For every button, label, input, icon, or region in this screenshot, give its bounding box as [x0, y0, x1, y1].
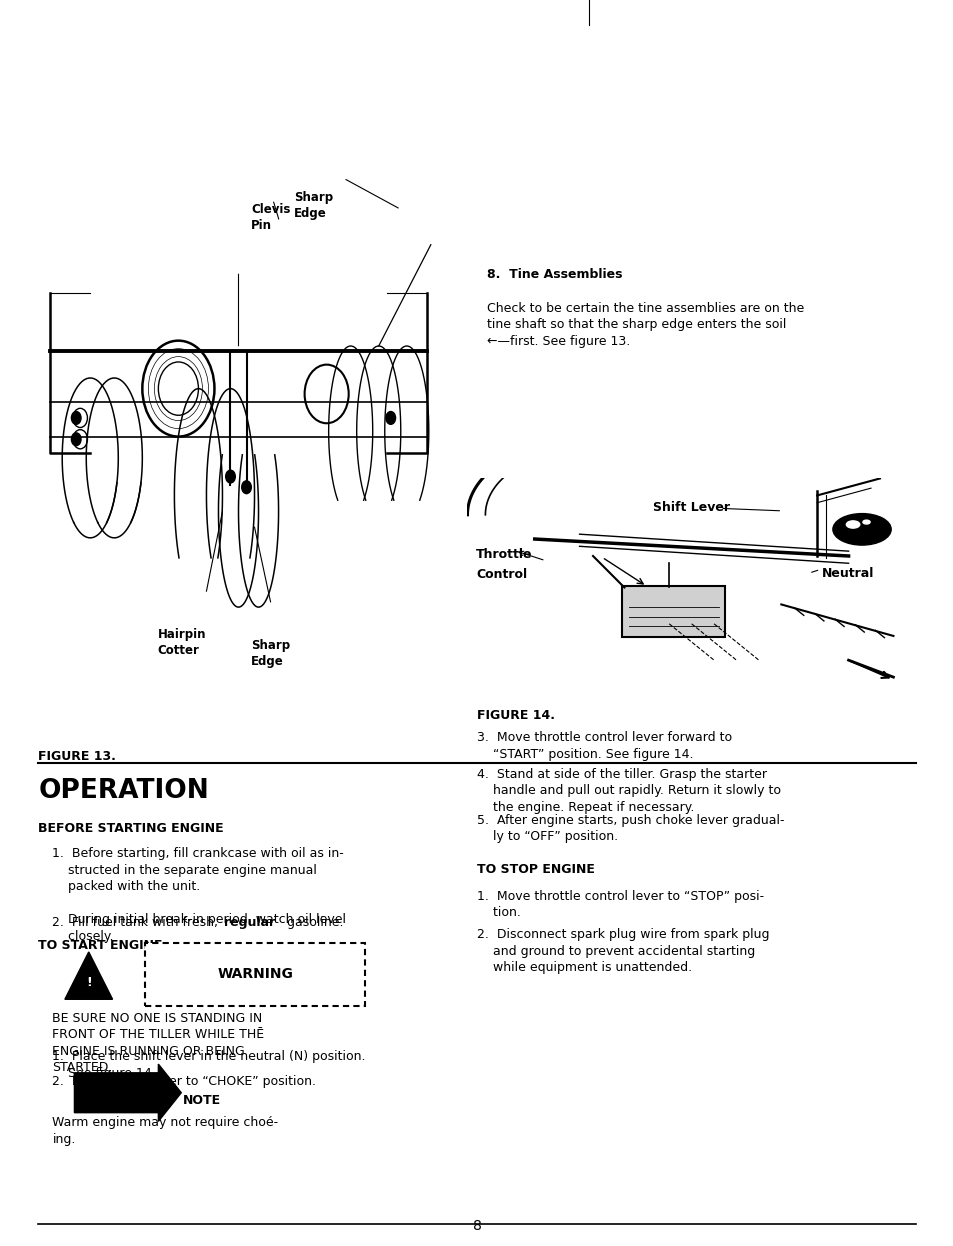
Text: NOTE: NOTE: [183, 1094, 221, 1106]
Text: TO START ENGINE: TO START ENGINE: [38, 939, 163, 952]
Text: Cotter: Cotter: [157, 644, 199, 657]
Text: BEFORE STARTING ENGINE: BEFORE STARTING ENGINE: [38, 822, 224, 835]
Text: Edge: Edge: [251, 655, 283, 668]
Circle shape: [832, 513, 890, 545]
Circle shape: [862, 520, 869, 525]
Polygon shape: [65, 952, 112, 999]
Text: WARNING: WARNING: [217, 967, 293, 982]
Circle shape: [226, 470, 235, 483]
Text: Warm engine may not require choé-
ing.: Warm engine may not require choé- ing.: [52, 1116, 278, 1146]
Text: regular: regular: [224, 916, 275, 928]
FancyBboxPatch shape: [621, 587, 724, 637]
Text: Hairpin: Hairpin: [157, 628, 206, 640]
Text: Pin: Pin: [251, 219, 272, 232]
Text: 5.  After engine starts, push choke lever gradual-
    ly to “OFF” position.: 5. After engine starts, push choke lever…: [476, 814, 783, 844]
FancyBboxPatch shape: [145, 943, 365, 1006]
Text: FIGURE 14.: FIGURE 14.: [476, 709, 555, 721]
Text: BE SURE NO ONE IS STANDING IN
FRONT OF THE TILLER WHILE THĒ
ENGINE IS RUNNING OR: BE SURE NO ONE IS STANDING IN FRONT OF T…: [52, 1012, 264, 1074]
Text: 1.  Move throttle control lever to “STOP” posi-
    tion.: 1. Move throttle control lever to “STOP”…: [476, 890, 763, 920]
Text: Sharp: Sharp: [294, 191, 333, 203]
Text: Clevis: Clevis: [251, 203, 290, 216]
Text: 4.  Stand at side of the tiller. Grasp the starter
    handle and pull out rapid: 4. Stand at side of the tiller. Grasp th…: [476, 768, 781, 814]
Text: Edge: Edge: [294, 207, 326, 219]
Text: Sharp: Sharp: [251, 639, 290, 652]
Text: 8: 8: [472, 1219, 481, 1232]
Text: 2.  Fill fuel tank with fresh,: 2. Fill fuel tank with fresh,: [52, 916, 222, 928]
Text: 2.  Move choke lever to “CHOKE” position.: 2. Move choke lever to “CHOKE” position.: [52, 1075, 316, 1088]
Text: OPERATION: OPERATION: [38, 778, 209, 804]
Text: FIGURE 13.: FIGURE 13.: [38, 750, 116, 763]
Text: 8.  Tine Assemblies: 8. Tine Assemblies: [486, 268, 621, 280]
Circle shape: [845, 521, 859, 528]
Text: Check to be certain the tine assemblies are on the
tine shaft so that the sharp : Check to be certain the tine assemblies …: [486, 302, 803, 348]
Circle shape: [71, 411, 81, 425]
Text: TO STOP ENGINE: TO STOP ENGINE: [476, 863, 595, 876]
Text: 3.  Move throttle control lever forward to
    “START” position. See figure 14.: 3. Move throttle control lever forward t…: [476, 731, 731, 761]
Text: Shift Lever: Shift Lever: [653, 501, 730, 513]
Text: Neutral: Neutral: [821, 567, 874, 579]
Text: !: !: [86, 976, 91, 989]
Text: Control: Control: [476, 568, 527, 581]
Circle shape: [71, 432, 81, 446]
Text: 1.  Before starting, fill crankcase with oil as in-
    structed in the separate: 1. Before starting, fill crankcase with …: [52, 847, 346, 943]
Text: 2.  Disconnect spark plug wire from spark plug
    and ground to prevent acciden: 2. Disconnect spark plug wire from spark…: [476, 928, 769, 974]
Circle shape: [241, 481, 251, 493]
Text: gasoline.: gasoline.: [283, 916, 343, 928]
Circle shape: [386, 411, 395, 425]
Text: 1.  Place the shift lever in the neutral (N) position.
    See figure 14.: 1. Place the shift lever in the neutral …: [52, 1050, 366, 1080]
Polygon shape: [74, 1064, 181, 1121]
Text: Throttle: Throttle: [476, 548, 532, 561]
